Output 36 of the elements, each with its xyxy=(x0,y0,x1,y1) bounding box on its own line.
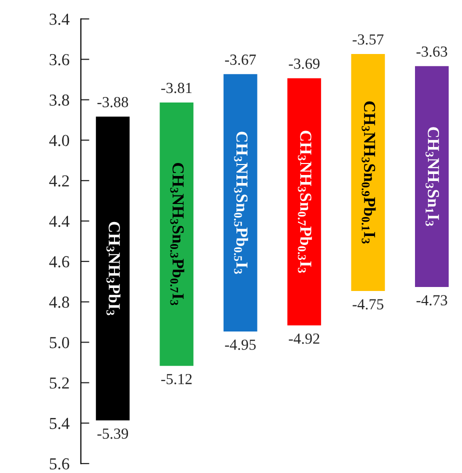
annotation: -3.81 xyxy=(161,82,192,94)
annotation: -5.39 xyxy=(97,428,128,439)
y-tick-label: 4.6 xyxy=(49,256,70,268)
x-tick-label: CH$_{3}$NH$_{3}$PbI$_{3}$ xyxy=(106,222,120,316)
bar xyxy=(94,115,132,422)
annotation: -3.69 xyxy=(288,58,320,69)
annotation: -3.57 xyxy=(352,34,384,45)
category-label: CH$_{3}$NH$_{3}$Sn$_{0.9}$Pb$_{0.1}$I$_{3}$ xyxy=(362,101,376,244)
category-label: CH$_{3}$NH$_{3}$Sn$_{0.3}$Pb$_{0.7}$I$_{3}$ xyxy=(170,163,184,306)
annotation: -3.63 xyxy=(416,46,448,57)
bar xyxy=(222,72,259,333)
y-tick-label: 3.4 xyxy=(50,14,70,25)
annotation: -4.95 xyxy=(225,340,256,350)
y-tick-label: 5.2 xyxy=(50,377,69,389)
bar xyxy=(286,76,322,327)
bar xyxy=(158,101,195,368)
x-tick-label: CH$_{3}$NH$_{3}$Sn$_{1}$I$_{3}$ xyxy=(426,127,440,226)
category-label: CH$_{3}$NH$_{3}$Sn$_{0.7}$Pb$_{0.3}$I$_{3}$ xyxy=(298,130,312,273)
y-tick-label: 5.4 xyxy=(50,418,70,430)
annotation: -4.75 xyxy=(352,299,384,310)
annotation: -3.88 xyxy=(97,96,128,108)
y-tick-label: 3.6 xyxy=(50,54,70,66)
y-tick-label: 4.8 xyxy=(49,296,70,308)
bar xyxy=(350,52,386,292)
bar xyxy=(414,64,450,288)
y-tick-label: 5.6 xyxy=(50,458,70,470)
y-tick-label: 4.2 xyxy=(49,175,69,187)
y-tick-label: 4.4 xyxy=(49,216,70,228)
annotation: -5.12 xyxy=(161,374,192,384)
annotation: -4.92 xyxy=(288,334,320,344)
annotation: -3.67 xyxy=(225,54,256,65)
y-tick-label: 3.8 xyxy=(50,94,70,106)
category-label: CH$_{3}$NH$_{3}$Sn$_{0.5}$Pb$_{0.5}$I$_{3}$ xyxy=(234,132,248,274)
y-tick-label: 4.0 xyxy=(49,134,70,146)
annotation: -4.73 xyxy=(416,295,448,306)
y-tick-label: 5.0 xyxy=(50,336,70,348)
